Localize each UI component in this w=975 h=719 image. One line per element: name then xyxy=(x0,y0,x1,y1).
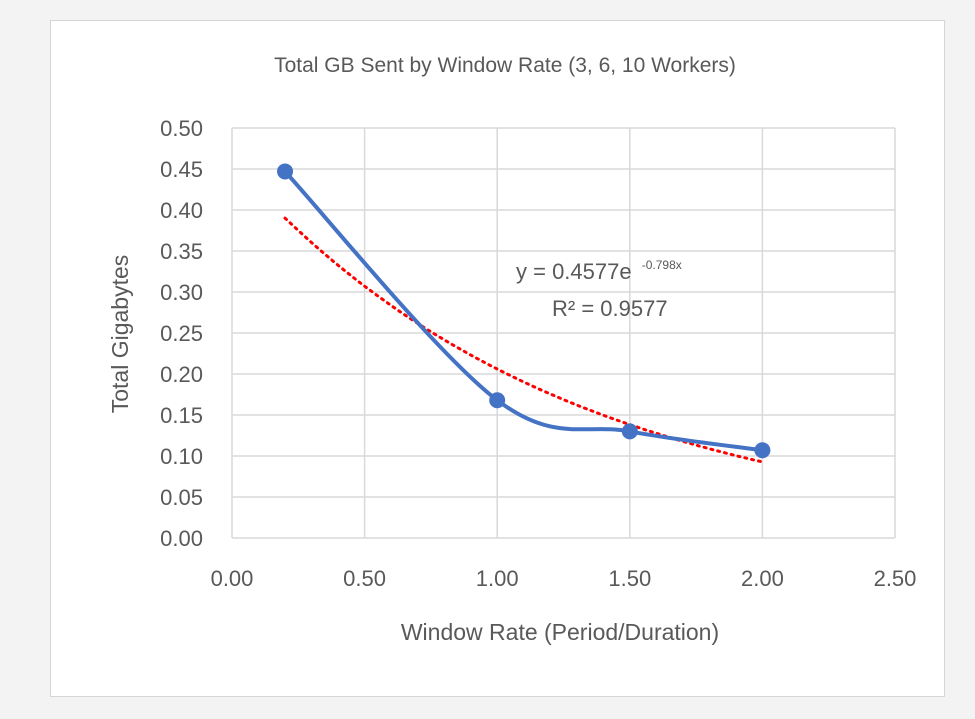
y-tick-label: 0.25 xyxy=(160,321,203,346)
gridlines xyxy=(231,127,896,539)
y-tick-label: 0.00 xyxy=(160,526,203,551)
y-tick-label: 0.50 xyxy=(160,116,203,141)
y-tick-label: 0.35 xyxy=(160,239,203,264)
data-point xyxy=(754,442,771,459)
trendline-equation-exponent: -0.798x xyxy=(642,258,682,272)
data-point xyxy=(621,423,638,440)
y-tick-label: 0.05 xyxy=(160,485,203,510)
y-tick-labels: 0.00 0.05 0.10 0.15 0.20 0.25 0.30 0.35 0.40 0.45… xyxy=(160,116,203,551)
x-tick-labels: 0.00 0.50 1.00 1.50 2.00 2.50 xyxy=(211,566,917,591)
chart-title: Total GB Sent by Window Rate (3, 6, 10 W… xyxy=(274,54,736,77)
trendline-r-squared: R² = 0.9577 xyxy=(552,296,668,321)
y-tick-label: 0.40 xyxy=(160,198,203,223)
x-tick-label: 2.50 xyxy=(874,566,917,591)
y-tick-label: 0.15 xyxy=(160,403,203,428)
series-line xyxy=(283,170,763,453)
data-point xyxy=(277,163,294,180)
x-tick-label: 0.00 xyxy=(211,566,254,591)
x-tick-label: 1.00 xyxy=(476,566,519,591)
x-tick-label: 1.50 xyxy=(608,566,651,591)
plot-area xyxy=(277,163,771,464)
trendline-equation: y = 0.4577e -0.798x xyxy=(516,258,682,284)
y-axis-title: Total Gigabytes xyxy=(107,255,133,414)
trendline-equation-main: y = 0.4577e xyxy=(516,259,632,284)
y-tick-label: 0.45 xyxy=(160,157,203,182)
y-tick-label: 0.20 xyxy=(160,362,203,387)
x-tick-label: 2.00 xyxy=(741,566,784,591)
x-tick-label: 0.50 xyxy=(343,566,386,591)
y-tick-label: 0.10 xyxy=(160,444,203,469)
data-point xyxy=(489,392,506,409)
x-axis-title: Window Rate (Period/Duration) xyxy=(401,619,719,645)
y-tick-label: 0.30 xyxy=(160,280,203,305)
